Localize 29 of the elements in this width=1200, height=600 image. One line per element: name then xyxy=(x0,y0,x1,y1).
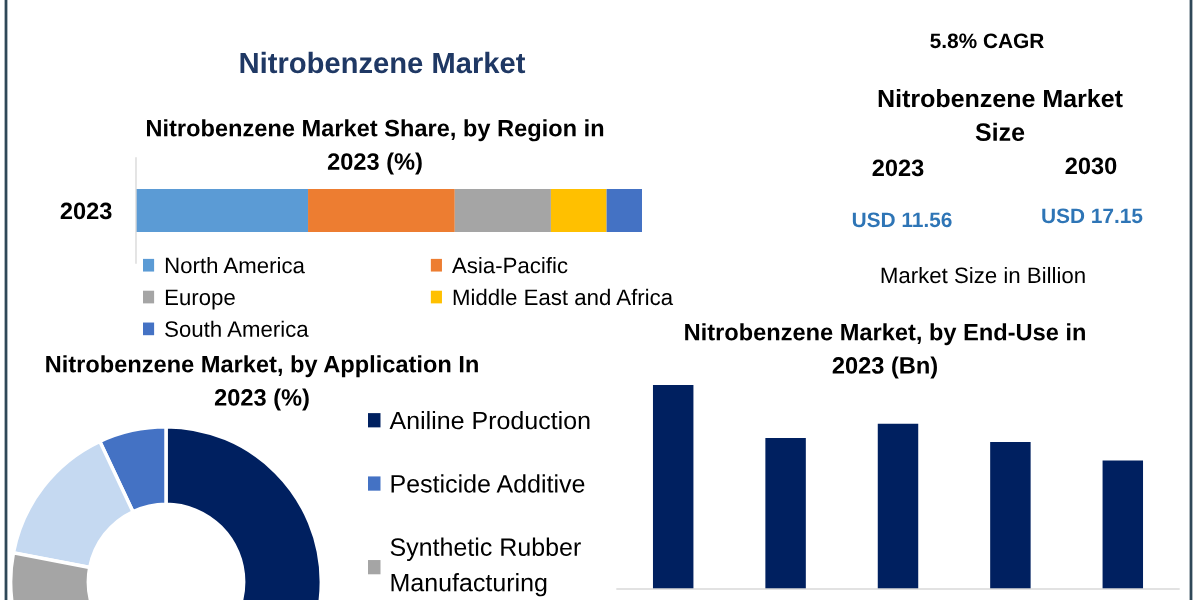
bar xyxy=(877,423,919,589)
bar xyxy=(550,188,607,233)
legend-label: Middle East and Africa xyxy=(453,288,674,306)
legend-label: Europe xyxy=(165,289,235,310)
chart-subtitle: Nitrobenzene Market Share, by Region in 2023 (%) xyxy=(147,119,604,175)
text: Market Size in Billion xyxy=(881,266,1085,284)
bar xyxy=(308,188,455,233)
chart-title: Nitrobenzene Market, by Application In 2023 (%) xyxy=(46,355,478,411)
text: Nitrobenzene Market Size xyxy=(878,89,1123,141)
bar xyxy=(652,385,694,589)
legend-label: Aniline Production xyxy=(389,411,590,430)
legend-label: Pesticide Additive xyxy=(391,474,585,493)
text: USD 11.56 xyxy=(852,212,952,228)
text: 2030 xyxy=(1065,157,1117,175)
legend-label: Asia-Pacific xyxy=(452,257,568,274)
bar xyxy=(1102,460,1144,589)
bar xyxy=(990,442,1031,589)
chart-title: Nitrobenzene Market xyxy=(240,51,526,74)
chart-title: Nitrobenzene Market, by End-Use in 2023 (Bn) xyxy=(685,323,1085,379)
text: USD 17.15 xyxy=(1042,208,1143,224)
bar xyxy=(606,188,642,233)
bar xyxy=(454,188,551,233)
text: 5.8% CAGR xyxy=(930,33,1044,49)
legend-label: South America xyxy=(165,320,309,337)
bar xyxy=(765,438,806,589)
bar xyxy=(136,188,309,233)
legend-label: North America xyxy=(165,257,305,274)
text: 2023 xyxy=(872,159,924,177)
legend-label: Synthetic Rubber Manufacturing xyxy=(390,537,581,597)
